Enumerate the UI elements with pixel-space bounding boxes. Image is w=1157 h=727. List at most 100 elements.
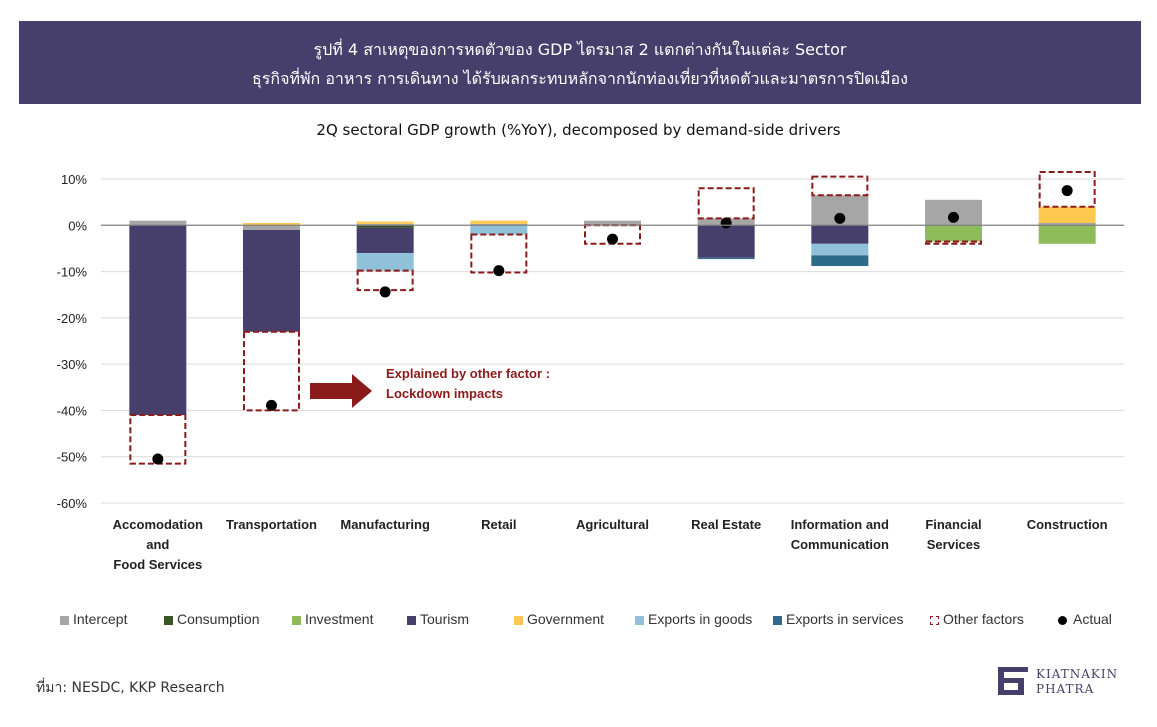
logo-text-line2: PHATRA bbox=[1036, 682, 1095, 696]
bar-investment bbox=[925, 225, 982, 242]
x-category-label: Information and bbox=[791, 517, 889, 532]
lockdown-annotation: Explained by other factor : Lockdown imp… bbox=[386, 364, 550, 404]
bar-tourism bbox=[811, 225, 869, 244]
x-category-label: Food Services bbox=[113, 557, 202, 572]
legend-swatch bbox=[635, 615, 644, 625]
legend-item: Exports in services bbox=[773, 611, 903, 627]
bar-government bbox=[243, 222, 300, 226]
x-category-label: Agricultural bbox=[576, 517, 649, 532]
legend-label: Consumption bbox=[177, 611, 260, 627]
bar-investment bbox=[1038, 225, 1096, 244]
bar-other-factors bbox=[925, 240, 982, 245]
legend-item: Consumption bbox=[164, 611, 260, 627]
actual-point bbox=[834, 212, 846, 224]
bar-tourism bbox=[243, 229, 300, 332]
y-tick-label: 0% bbox=[68, 218, 87, 233]
source-note: ที่มา: NESDC, KKP Research bbox=[36, 680, 225, 696]
x-category-label: and bbox=[146, 537, 169, 552]
bar-tourism bbox=[697, 225, 755, 258]
legend-swatch bbox=[407, 615, 416, 625]
y-tick-label: -50% bbox=[57, 450, 88, 465]
y-tick-label: -40% bbox=[57, 403, 88, 418]
annotation-arrow-icon bbox=[310, 374, 372, 408]
bar-consumption bbox=[356, 225, 414, 228]
legend-item: Investment bbox=[292, 611, 373, 627]
legend-swatch bbox=[773, 615, 782, 625]
legend-swatch bbox=[514, 615, 523, 625]
legend-label: Tourism bbox=[420, 611, 470, 627]
legend-swatch bbox=[292, 615, 301, 625]
legend-label: Actual bbox=[1073, 611, 1112, 627]
legend-swatch bbox=[930, 615, 939, 625]
x-category-label: Real Estate bbox=[691, 517, 761, 532]
legend-item: Intercept bbox=[60, 611, 127, 627]
x-category-label: Communication bbox=[791, 537, 889, 552]
bar-intercept bbox=[470, 223, 528, 226]
bar-government bbox=[356, 221, 414, 224]
logo-mark-icon bbox=[998, 667, 1028, 695]
bar-tourism bbox=[129, 225, 187, 416]
actual-point bbox=[379, 286, 391, 298]
banner-title-line1: รูปที่ 4 สาเหตุของการหดตัวของ GDP ไตรมาส… bbox=[313, 40, 847, 59]
actual-point bbox=[266, 399, 277, 411]
bar-exports-in-services bbox=[697, 257, 755, 260]
legend-swatch bbox=[1058, 615, 1067, 625]
x-category-label: Services bbox=[927, 537, 981, 552]
actual-point bbox=[1061, 185, 1073, 197]
legend-item: Actual bbox=[1058, 611, 1112, 627]
bar-intercept bbox=[243, 225, 300, 230]
actual-point bbox=[720, 217, 732, 229]
y-tick-label: 10% bbox=[61, 172, 87, 187]
bar-tourism bbox=[356, 227, 414, 254]
bar-other-factors bbox=[811, 175, 869, 197]
bar-exports-in-goods bbox=[356, 253, 414, 271]
legend-label: Exports in services bbox=[786, 611, 904, 627]
bar-government bbox=[470, 220, 528, 224]
bar-other-factors bbox=[243, 330, 300, 412]
actual-point bbox=[607, 233, 618, 245]
legend-swatch bbox=[60, 615, 69, 625]
x-category-label: Financial bbox=[925, 517, 981, 532]
legend: Intercept Consumption Investment Tourism Gov… bbox=[60, 611, 1140, 631]
legend-label: Investment bbox=[305, 611, 374, 627]
bar-exports-in-services bbox=[811, 255, 869, 267]
bar-government bbox=[1038, 206, 1096, 223]
y-tick-label: -10% bbox=[57, 265, 88, 280]
x-category-label: Accomodation bbox=[113, 517, 203, 532]
bar-exports-in-goods bbox=[470, 225, 528, 235]
x-category-label: Manufacturing bbox=[340, 517, 430, 532]
bar-other-factors bbox=[697, 187, 755, 220]
x-category-label: Retail bbox=[481, 517, 516, 532]
x-category-label: Transportation bbox=[226, 517, 317, 532]
legend-item: Tourism bbox=[407, 611, 469, 627]
bar-intercept bbox=[1038, 222, 1096, 226]
legend-label: Other factors bbox=[943, 611, 1024, 627]
actual-point bbox=[152, 453, 164, 465]
banner-title-line2: ธุรกิจที่พัก อาหาร การเดินทาง ได้รับผลกร… bbox=[252, 69, 908, 88]
legend-item: Exports in goods bbox=[635, 611, 752, 627]
bar-intercept bbox=[356, 223, 414, 226]
y-tick-label: -60% bbox=[57, 496, 88, 511]
bar-other-factors bbox=[1038, 171, 1096, 208]
legend-swatch bbox=[164, 615, 173, 625]
legend-label: Exports in goods bbox=[648, 611, 753, 627]
annotation-line2: Lockdown impacts bbox=[386, 386, 504, 401]
legend-item: Government bbox=[514, 611, 604, 627]
legend-label: Intercept bbox=[73, 611, 128, 627]
annotation-line1: Explained by other factor : bbox=[386, 366, 550, 381]
logo-text-line1: KIATNAKIN bbox=[1036, 667, 1119, 681]
kiatnakin-phatra-logo: KIATNAKIN PHATRA bbox=[996, 663, 1126, 699]
title-banner: รูปที่ 4 สาเหตุของการหดตัวของ GDP ไตรมาส… bbox=[19, 21, 1141, 104]
y-tick-label: -30% bbox=[57, 357, 88, 372]
bar-exports-in-goods bbox=[811, 243, 869, 256]
actual-point bbox=[493, 265, 505, 277]
legend-item: Other factors bbox=[930, 611, 1024, 627]
bar-intercept bbox=[129, 220, 187, 226]
actual-point bbox=[948, 211, 959, 223]
chart-title: 2Q sectoral GDP growth (%YoY), decompose… bbox=[316, 121, 841, 139]
x-category-label: Construction bbox=[1027, 517, 1108, 532]
y-tick-label: -20% bbox=[57, 311, 88, 326]
bar-intercept bbox=[584, 220, 641, 226]
legend-label: Government bbox=[527, 611, 605, 627]
